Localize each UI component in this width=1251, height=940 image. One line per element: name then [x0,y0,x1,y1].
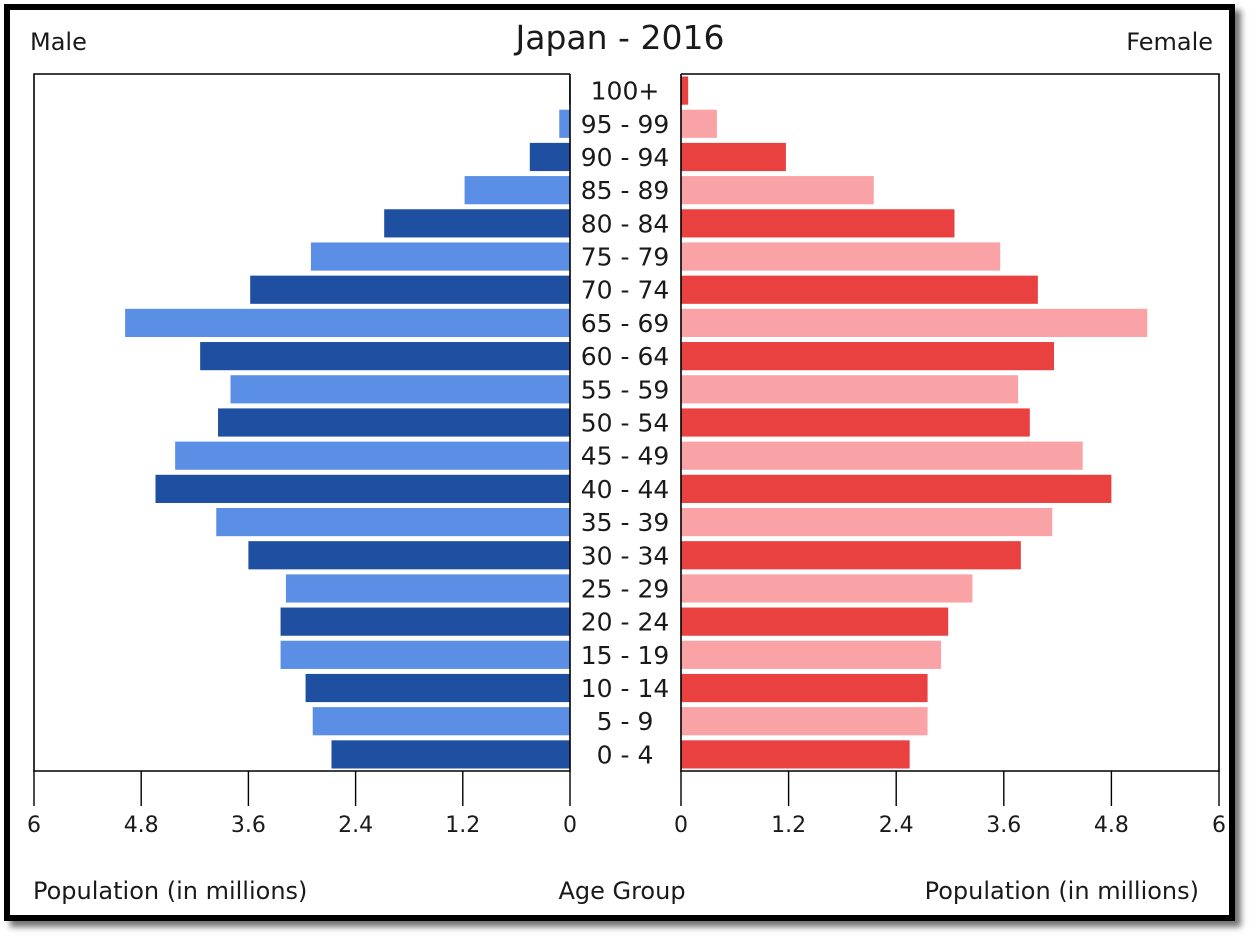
female-bar-75-79 [681,242,1001,271]
female-bar-40-44 [681,474,1112,503]
chart-title: Japan - 2016 [514,18,725,57]
male-bar-45-49 [175,441,570,470]
age-group-label: 80 - 84 [581,209,670,238]
female-bar-95-99 [681,109,717,138]
age-group-label: 90 - 94 [581,143,670,172]
female-bar-70-74 [681,275,1038,304]
female-bar-60-64 [681,342,1055,371]
male-bar-25-29 [285,574,570,603]
female-tick-label: 3.6 [986,813,1021,838]
male-tick-label: 0 [563,813,577,838]
age-group-label: 50 - 54 [581,409,670,438]
female-tick-label: 0 [674,813,688,838]
age-group-label: 15 - 19 [581,641,670,670]
age-group-labels: 100+ 95 - 99 90 - 94 85 - 89 80 - 84 75 - 79 7… [581,77,670,770]
age-group-label: 55 - 59 [581,375,670,404]
female-bar-10-14 [681,673,928,703]
female-tick-label: 4.8 [1094,813,1129,838]
male-tick-label: 6 [27,813,41,838]
male-bar-50-54 [218,408,570,437]
female-bar-55-59 [681,375,1019,404]
age-group-label: 0 - 4 [597,740,654,769]
male-bar-15-19 [280,640,570,669]
age-group-label: 65 - 69 [581,309,670,338]
age-group-label: 85 - 89 [581,176,670,205]
age-group-label: 60 - 64 [581,342,670,371]
x-axis-title-left: Population (in millions) [33,877,307,905]
female-bars [681,76,1148,769]
tick-labels: 6 4.8 3.6 2.4 1.2 0 0 1.2 2.4 3.6 4.8 6 [27,771,1226,838]
male-bar-5-9 [312,707,570,736]
male-bar-10-14 [305,673,570,703]
age-group-label: 40 - 44 [581,475,670,504]
male-tick-label: 3.6 [231,813,266,838]
male-bar-90-94 [529,142,570,172]
age-group-label: 70 - 74 [581,276,670,305]
age-group-label: 10 - 14 [581,674,670,703]
age-group-label: 45 - 49 [581,442,670,471]
female-tick-label: 2.4 [879,813,914,838]
male-bars [125,76,571,769]
female-bar-80-84 [681,209,955,238]
x-axis-title-right: Population (in millions) [925,877,1199,905]
female-bar-85-89 [681,176,874,205]
male-bar-80-84 [384,209,570,238]
male-bar-35-39 [216,507,571,537]
female-bar-15-19 [681,640,942,669]
age-group-label: 5 - 9 [597,707,654,736]
age-group-label: 30 - 34 [581,541,670,570]
female-bar-35-39 [681,507,1053,537]
age-group-label: 35 - 39 [581,508,670,537]
female-bar-45-49 [681,441,1083,470]
female-bar-90-94 [681,142,786,172]
male-bar-20-24 [280,607,570,636]
age-group-label: 20 - 24 [581,608,670,637]
x-axis-title-center: Age Group [558,877,685,905]
female-bar-100+ [681,76,689,105]
female-bar-65-69 [681,308,1148,338]
male-bar-75-79 [310,242,570,271]
female-bar-25-29 [681,574,973,603]
female-tick-label: 6 [1212,813,1226,838]
male-tick-label: 4.8 [124,813,159,838]
female-bar-20-24 [681,607,949,636]
male-bar-0-4 [331,740,570,769]
male-bar-70-74 [250,275,571,304]
female-bar-30-34 [681,541,1021,570]
female-bar-50-54 [681,408,1030,437]
age-group-label: 25 - 29 [581,574,670,603]
female-label: Female [1126,28,1213,56]
male-label: Male [30,28,87,56]
male-tick-label: 2.4 [338,813,373,838]
age-group-label: 95 - 99 [581,110,670,139]
male-bar-55-59 [230,375,571,404]
female-bar-5-9 [681,707,928,736]
male-tick-label: 1.2 [445,813,480,838]
male-bar-60-64 [200,342,570,371]
female-bar-0-4 [681,740,910,769]
male-bar-85-89 [464,176,570,205]
male-bar-95-99 [559,109,570,138]
male-bar-30-34 [248,541,570,570]
age-group-label: 75 - 79 [581,243,670,272]
female-tick-label: 1.2 [771,813,806,838]
male-bar-65-69 [125,308,571,338]
age-group-label: 100+ [591,77,660,106]
male-bar-40-44 [155,474,570,503]
